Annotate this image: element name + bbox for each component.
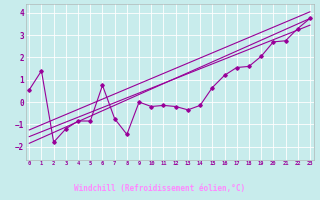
Text: Windchill (Refroidissement éolien,°C): Windchill (Refroidissement éolien,°C) bbox=[75, 184, 245, 193]
